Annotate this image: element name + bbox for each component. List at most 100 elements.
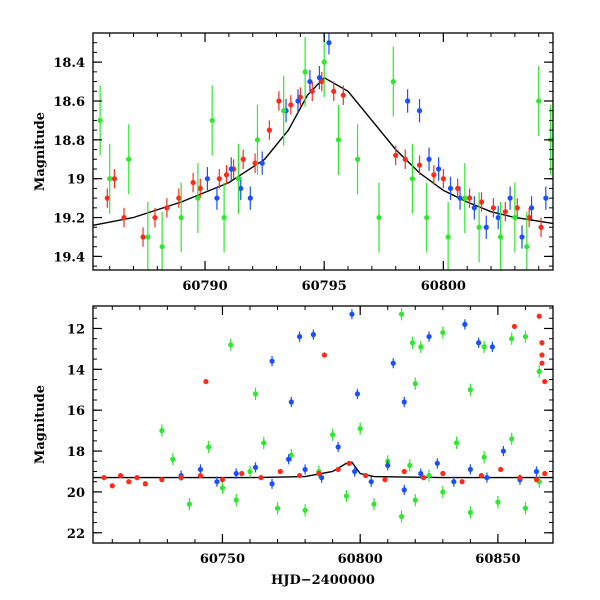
top-data-point <box>340 92 346 98</box>
bottom-data-point <box>343 493 350 499</box>
bottom-data-point <box>398 513 405 520</box>
bottom-data-point <box>239 470 245 477</box>
bottom-data-point <box>310 332 316 338</box>
top-data-point <box>466 195 473 201</box>
bottom-data-point <box>420 475 427 481</box>
top-data-point <box>145 234 151 240</box>
top-data-point <box>405 98 411 104</box>
top-data-point <box>316 75 323 81</box>
top-data-point <box>297 94 303 100</box>
bottom-data-point <box>398 311 405 317</box>
bottom-y-tick-label: 18 <box>67 445 85 460</box>
top-data-point <box>307 78 313 85</box>
top-data-point <box>176 195 182 201</box>
bottom-data-point <box>500 448 507 454</box>
bottom-data-point <box>349 311 355 317</box>
bottom-data-point <box>252 464 259 471</box>
bottom-data-point <box>335 444 341 450</box>
top-y-tick-label: 18.8 <box>53 134 85 149</box>
top-data-point <box>376 214 382 221</box>
top-series-0 <box>104 71 544 247</box>
bottom-data-point <box>434 460 440 466</box>
top-data-point <box>197 185 203 192</box>
bottom-data-point <box>440 329 446 336</box>
top-data-point <box>190 179 196 186</box>
bottom-data-point <box>509 436 515 442</box>
bottom-data-point <box>126 479 132 485</box>
bottom-data-point <box>371 501 377 507</box>
top-data-point <box>121 214 127 221</box>
bottom-data-point <box>233 470 239 477</box>
bottom-data-point <box>385 462 391 468</box>
bottom-data-point <box>134 475 140 481</box>
bottom-data-point <box>382 477 388 483</box>
bottom-x-tick-label: 60800 <box>338 552 383 567</box>
top-data-point <box>519 234 525 240</box>
top-data-point <box>402 156 408 162</box>
bottom-data-point <box>539 352 545 358</box>
bottom-data-point <box>346 460 352 466</box>
bottom-series-1 <box>178 309 540 495</box>
top-data-point <box>543 195 549 201</box>
top-data-point <box>331 88 337 94</box>
top-data-point <box>476 224 482 230</box>
bottom-data-point <box>440 470 446 477</box>
top-data-point <box>104 195 110 201</box>
top-data-point <box>462 195 468 201</box>
bottom-data-point <box>316 470 322 477</box>
top-data-point <box>221 214 227 221</box>
bottom-data-point <box>407 462 413 468</box>
bottom-data-point <box>206 444 212 450</box>
bottom-data-point <box>511 323 518 330</box>
bottom-panel: 60750 60800 60850 12 14 16 18 20 22 Magnitude HJ… <box>33 305 554 588</box>
bottom-data-point <box>462 321 468 327</box>
top-data-point <box>435 166 442 172</box>
bottom-data-point <box>363 472 369 479</box>
bottom-data-point <box>109 483 115 489</box>
bottom-data-point <box>498 466 504 473</box>
bottom-data-point <box>478 472 484 479</box>
bottom-data-point <box>288 399 294 405</box>
top-data-point <box>252 160 258 166</box>
bottom-y-tick-label: 22 <box>67 527 85 542</box>
top-data-point <box>235 176 241 182</box>
bottom-data-point <box>451 479 457 485</box>
top-data-point <box>416 162 423 168</box>
top-x-tick-label: 60795 <box>302 279 347 294</box>
top-plot-frame <box>92 32 554 271</box>
bottom-data-point <box>453 440 460 446</box>
bottom-data-point <box>197 466 204 473</box>
top-axis-ticks <box>93 32 553 270</box>
bottom-data-point <box>302 507 308 513</box>
top-data-point <box>238 185 244 192</box>
bottom-data-point <box>101 475 107 481</box>
top-data-point <box>478 199 485 205</box>
bottom-y-tick-label: 14 <box>67 363 85 378</box>
bottom-data-point <box>459 479 465 485</box>
top-data-point <box>240 156 246 162</box>
bottom-data-point <box>539 360 545 366</box>
top-y-tick-label: 18.4 <box>53 56 85 71</box>
bottom-data-point <box>277 468 283 475</box>
top-data-point <box>216 176 222 182</box>
top-data-point <box>223 172 230 178</box>
bottom-data-point <box>484 475 490 481</box>
bottom-data-point <box>219 477 226 483</box>
top-data-point <box>195 195 201 201</box>
top-data-point <box>302 69 308 75</box>
bottom-data-point <box>159 428 165 434</box>
bottom-x-tick-label: 60850 <box>475 552 520 567</box>
bottom-data-point <box>296 472 303 479</box>
top-y-tick-label: 18.6 <box>53 95 85 110</box>
bottom-x-axis-title: HJD−2400000 <box>271 573 375 588</box>
bottom-data-point <box>542 378 548 385</box>
top-series-1 <box>204 33 549 249</box>
top-data-point <box>409 176 415 182</box>
top-model-curve <box>93 76 553 226</box>
top-data-point <box>254 137 261 143</box>
bottom-data-point <box>269 481 275 487</box>
top-data-point <box>426 156 432 162</box>
top-data-point <box>526 214 532 221</box>
top-data-point <box>390 78 396 85</box>
